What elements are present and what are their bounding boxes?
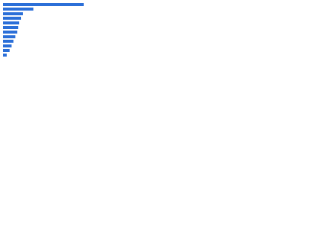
bar <box>3 21 20 25</box>
bar <box>3 7 34 11</box>
bar <box>3 39 14 43</box>
page: (() => { const data = JSON.parse(documen… <box>0 0 320 71</box>
chart <box>3 3 84 57</box>
bar <box>3 26 19 29</box>
bar <box>3 3 84 6</box>
bar <box>3 53 7 57</box>
bar <box>3 49 10 52</box>
bar <box>3 30 18 34</box>
bar <box>3 35 16 39</box>
bar <box>3 12 23 16</box>
bar <box>3 44 12 48</box>
bar <box>3 16 22 20</box>
